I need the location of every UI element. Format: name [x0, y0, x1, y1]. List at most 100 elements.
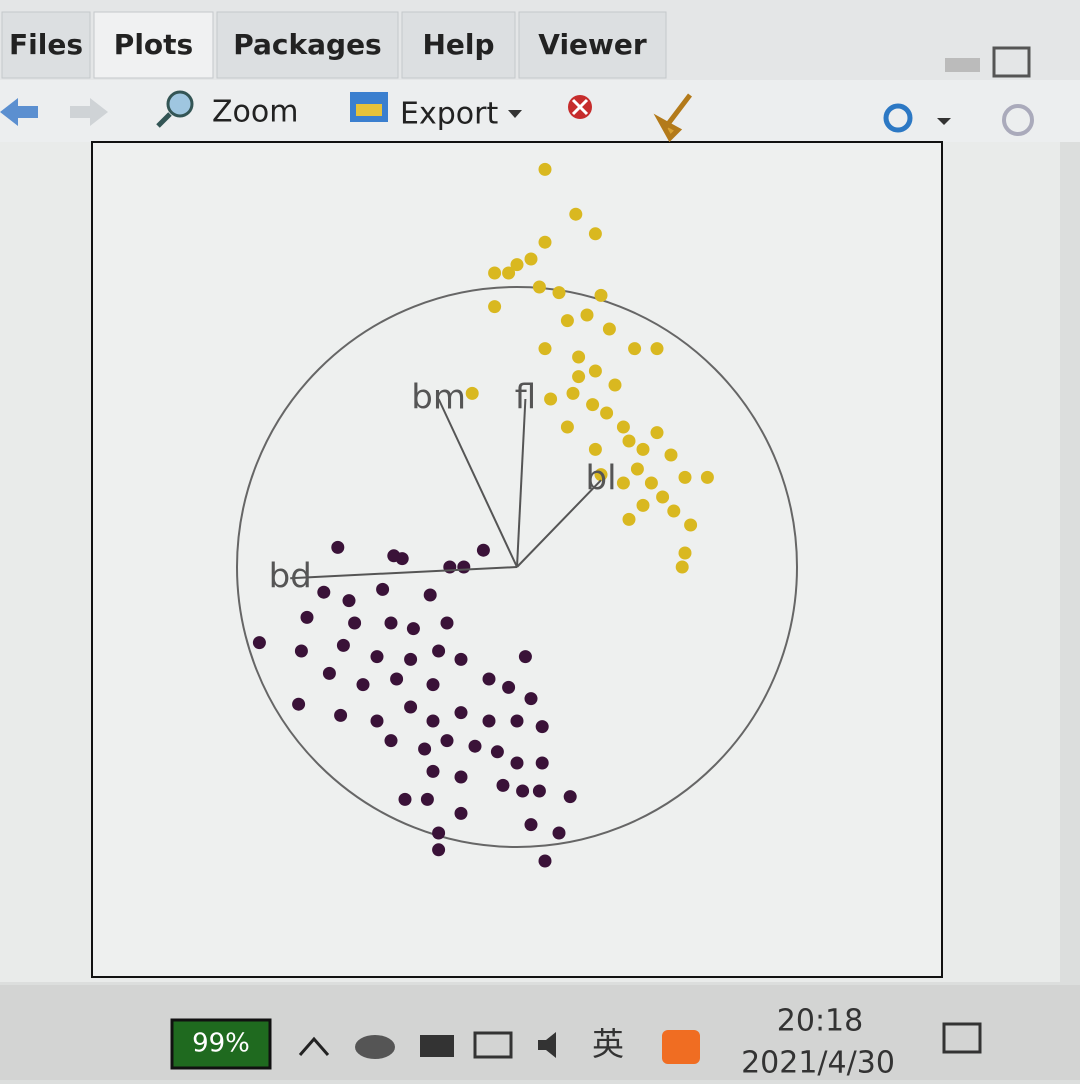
- volume-icon[interactable]: [538, 1032, 556, 1058]
- point: [630, 462, 644, 476]
- point: [518, 650, 532, 664]
- point: [336, 638, 350, 652]
- point: [342, 594, 356, 608]
- zoom-icon-handle: [156, 112, 172, 128]
- tab[interactable]: [518, 11, 667, 79]
- point: [426, 714, 440, 728]
- onedrive[interactable]: [355, 1035, 395, 1059]
- point: [560, 314, 574, 328]
- point: [552, 286, 566, 300]
- point: [404, 652, 418, 666]
- point: [440, 616, 454, 630]
- point: [602, 322, 616, 336]
- clock-date[interactable]: 2021/4/30: [741, 1046, 895, 1081]
- point: [538, 342, 552, 356]
- point: [616, 476, 630, 490]
- point: [465, 386, 479, 400]
- point: [644, 476, 658, 490]
- point: [398, 792, 412, 806]
- point: [488, 300, 502, 314]
- ime[interactable]: 英: [592, 1025, 624, 1063]
- axis-line: [290, 566, 518, 580]
- point: [684, 518, 698, 532]
- point: [418, 742, 432, 756]
- notifications[interactable]: [942, 1022, 982, 1054]
- point: [432, 843, 446, 857]
- point: [370, 650, 384, 664]
- point: [678, 546, 692, 560]
- tab-label[interactable]: Files: [9, 28, 83, 61]
- publish-dropdown[interactable]: [937, 118, 951, 125]
- axis-line: [516, 479, 602, 568]
- clear-plots[interactable]: [653, 93, 692, 143]
- point: [457, 560, 471, 574]
- point: [395, 552, 409, 566]
- point: [502, 680, 516, 694]
- remove-icon: [571, 98, 589, 116]
- point: [700, 470, 714, 484]
- point: [524, 692, 538, 706]
- tab[interactable]: [93, 11, 214, 79]
- network-icon[interactable]: [473, 1031, 513, 1059]
- point: [535, 756, 549, 770]
- point: [535, 720, 549, 734]
- taskbar: [0, 985, 1080, 1080]
- tab[interactable]: [216, 11, 399, 79]
- axis-label: bl: [585, 459, 616, 499]
- point: [348, 616, 362, 630]
- export-button[interactable]: Export: [400, 97, 498, 132]
- point: [628, 342, 642, 356]
- point: [334, 708, 348, 722]
- tab-label[interactable]: Plots: [114, 28, 193, 61]
- maximize[interactable]: [992, 46, 1031, 78]
- point: [502, 266, 516, 280]
- back-button[interactable]: [0, 98, 38, 126]
- point: [600, 406, 614, 420]
- point: [594, 288, 608, 302]
- export-icon-inner: [356, 104, 382, 116]
- minimize[interactable]: [945, 58, 980, 72]
- point: [552, 826, 566, 840]
- unit-circle: [236, 286, 798, 848]
- point: [482, 714, 496, 728]
- point: [664, 448, 678, 462]
- point: [524, 818, 538, 832]
- publish-icon[interactable]: [883, 103, 913, 133]
- point: [420, 792, 434, 806]
- export-dropdown[interactable]: [508, 110, 522, 118]
- forward-button[interactable]: [70, 98, 108, 126]
- point: [454, 652, 468, 666]
- point: [563, 790, 577, 804]
- point: [636, 442, 650, 456]
- point: [482, 672, 496, 686]
- tab[interactable]: [1, 11, 91, 79]
- point: [516, 784, 530, 798]
- toolbar-items: Zoom Export: [0, 46, 1034, 143]
- point: [532, 280, 546, 294]
- clock-time[interactable]: 20:18: [777, 1004, 863, 1039]
- tab-label[interactable]: Help: [422, 28, 494, 61]
- sogou-icon[interactable]: [662, 1030, 700, 1064]
- point: [580, 308, 594, 322]
- point: [317, 585, 331, 599]
- power-icon[interactable]: [420, 1035, 454, 1057]
- tab-label[interactable]: Packages: [233, 28, 381, 61]
- tray-expand[interactable]: [298, 1036, 330, 1056]
- point: [384, 616, 398, 630]
- axis-label: fl: [515, 378, 536, 418]
- point: [588, 364, 602, 378]
- point: [252, 636, 266, 650]
- zoom-icon: [166, 90, 194, 118]
- zoom-button[interactable]: Zoom: [212, 95, 298, 130]
- point: [300, 610, 314, 624]
- point: [524, 252, 538, 266]
- point: [490, 745, 504, 759]
- point: [650, 426, 664, 440]
- tab[interactable]: [401, 11, 516, 79]
- point: [608, 378, 622, 392]
- refresh[interactable]: [1002, 104, 1034, 136]
- point: [667, 504, 681, 518]
- point: [454, 706, 468, 720]
- tab-label[interactable]: Viewer: [538, 28, 647, 61]
